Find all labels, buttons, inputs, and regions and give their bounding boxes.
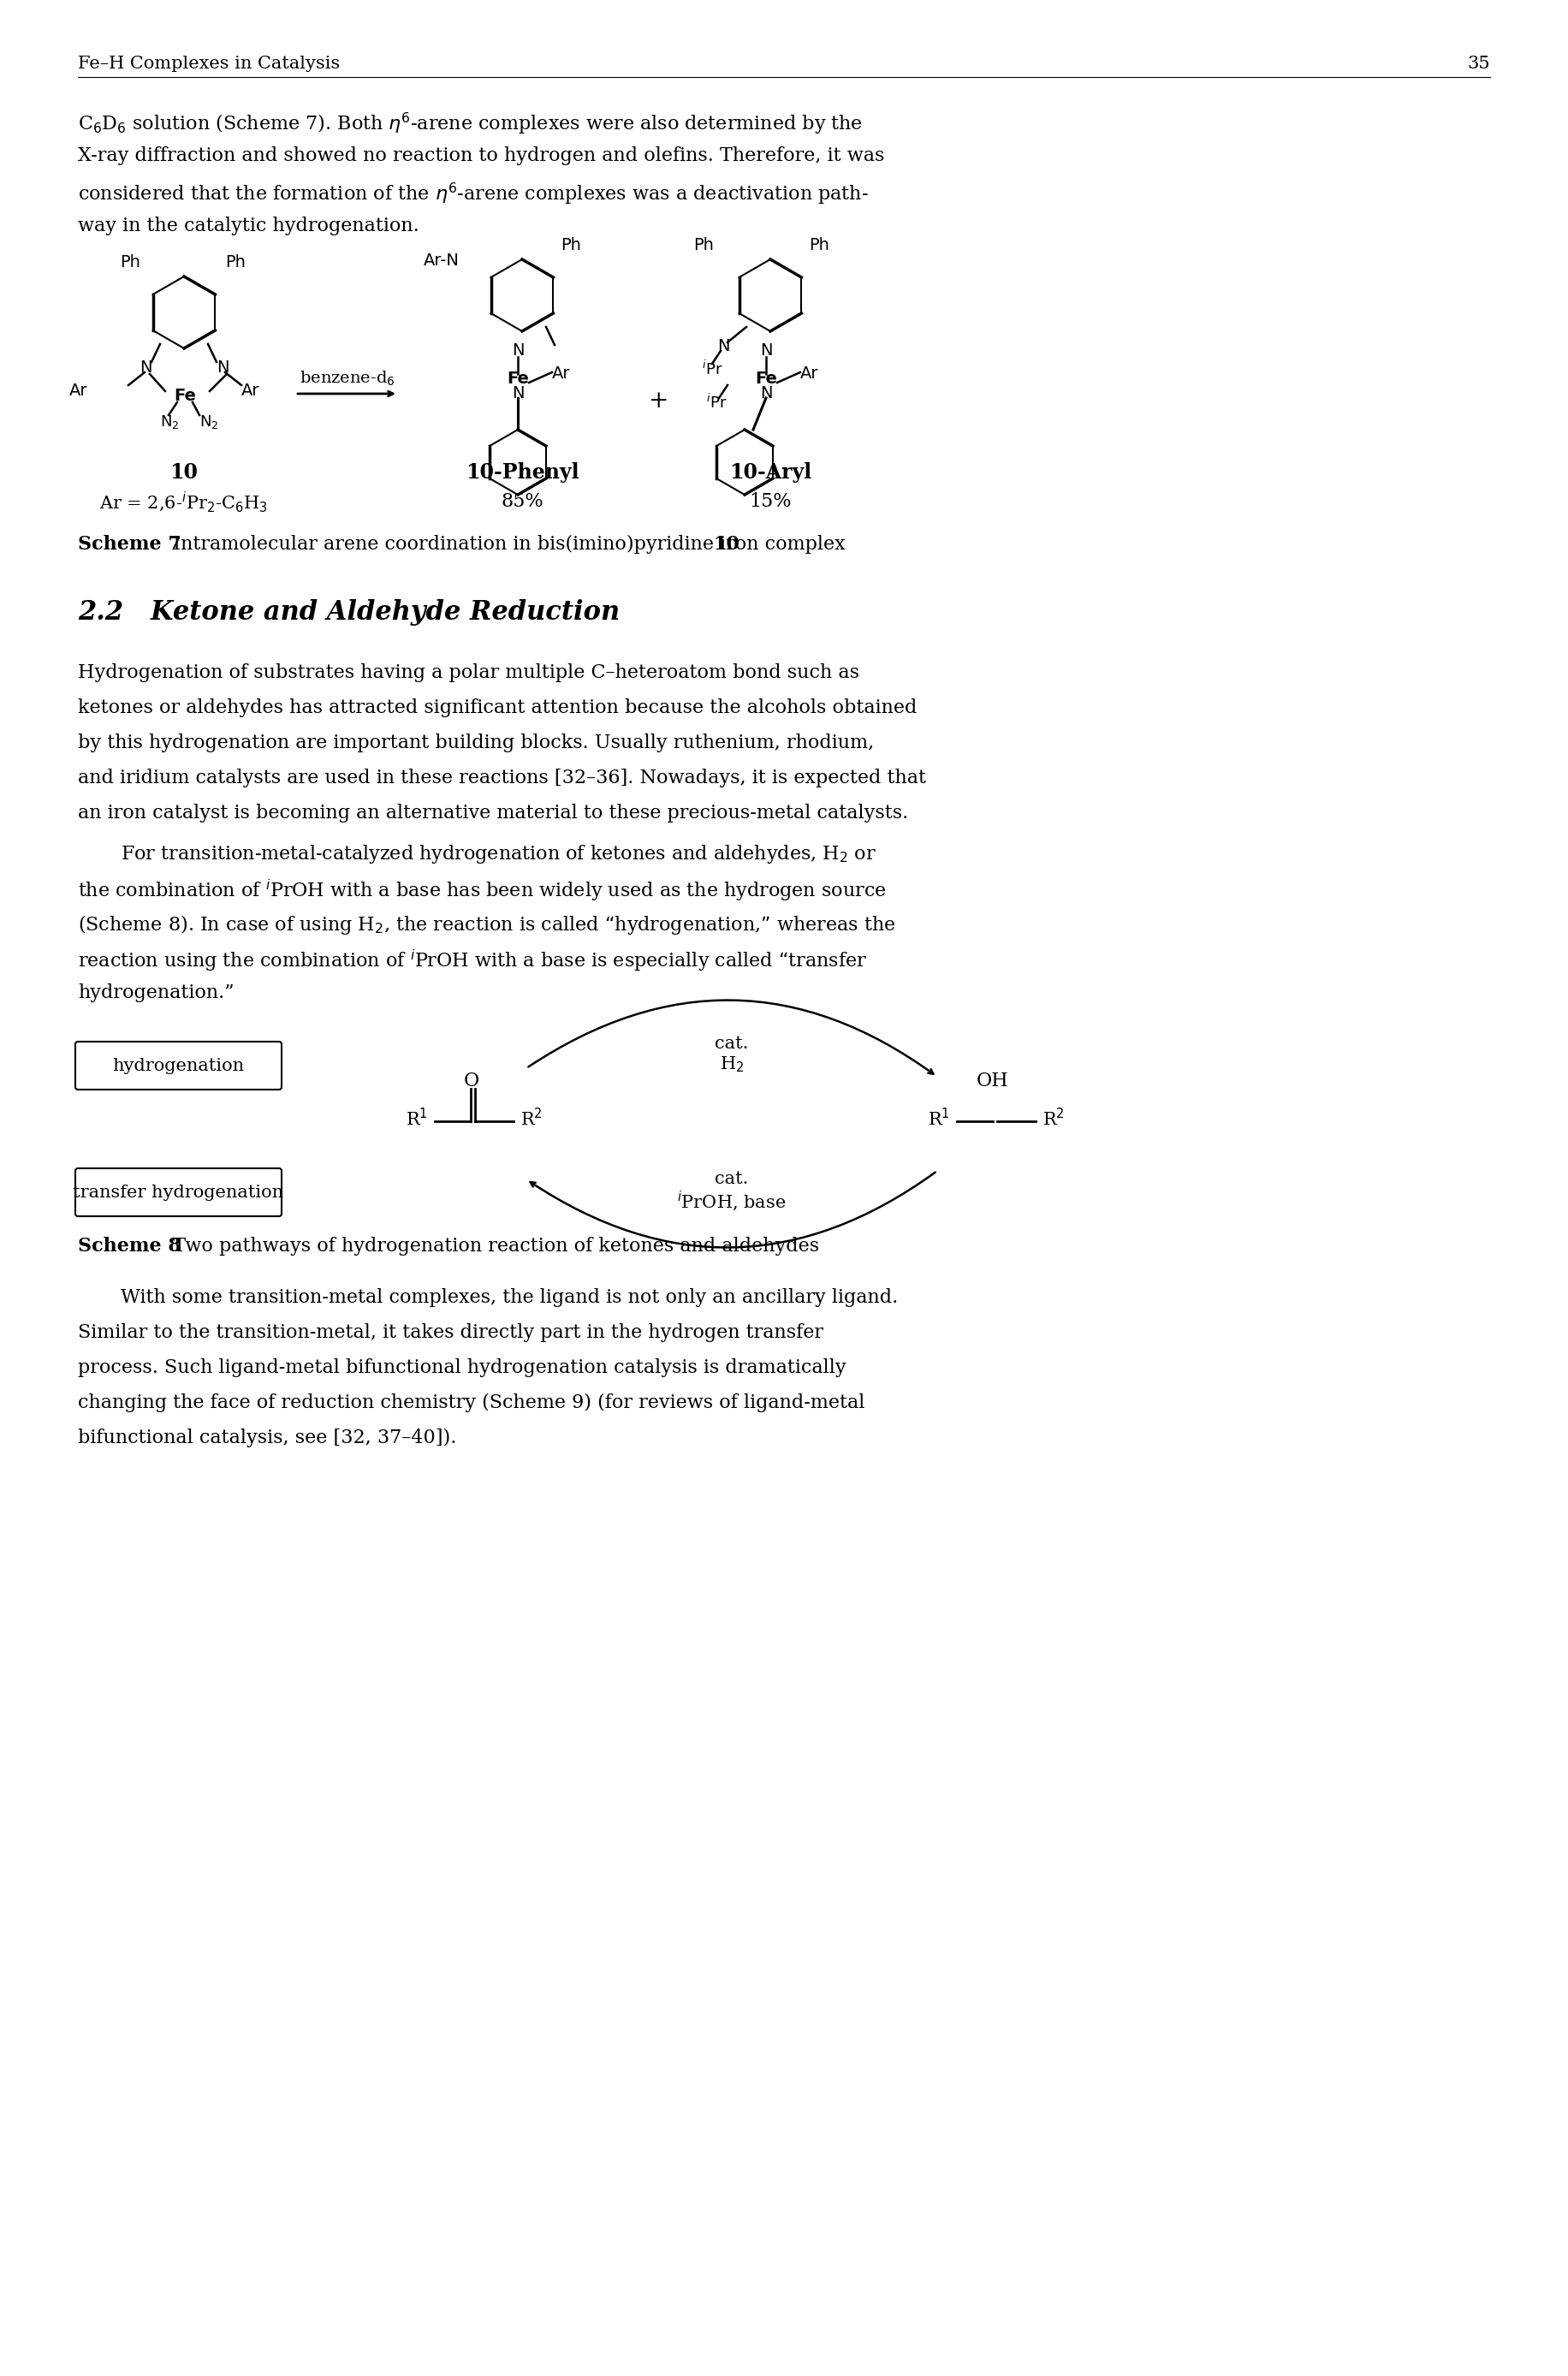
Text: R$^2$: R$^2$ bbox=[1043, 1107, 1065, 1129]
Text: Ar: Ar bbox=[552, 366, 571, 383]
Text: Two pathways of hydrogenation reaction of ketones and aldehydes: Two pathways of hydrogenation reaction o… bbox=[162, 1238, 818, 1255]
Text: considered that the formation of the $\eta^6$-arene complexes was a deactivation: considered that the formation of the $\e… bbox=[78, 181, 869, 207]
Text: 10: 10 bbox=[713, 535, 740, 554]
Text: Ar: Ar bbox=[69, 383, 88, 399]
Text: 10-Phenyl: 10-Phenyl bbox=[466, 463, 579, 482]
Text: $^i$PrOH, base: $^i$PrOH, base bbox=[677, 1190, 786, 1214]
Text: cat.: cat. bbox=[715, 1036, 748, 1053]
Text: For transition-metal-catalyzed hydrogenation of ketones and aldehydes, H$_2$ or: For transition-metal-catalyzed hydrogena… bbox=[121, 843, 877, 865]
Text: N: N bbox=[760, 385, 773, 402]
Text: N$_2$: N$_2$ bbox=[199, 413, 218, 430]
Text: changing the face of reduction chemistry (Scheme 9) (for reviews of ligand-metal: changing the face of reduction chemistry… bbox=[78, 1392, 866, 1411]
Text: R$^1$: R$^1$ bbox=[406, 1107, 428, 1129]
Text: ketones or aldehydes has attracted significant attention because the alcohols ob: ketones or aldehydes has attracted signi… bbox=[78, 699, 917, 718]
Text: by this hydrogenation are important building blocks. Usually ruthenium, rhodium,: by this hydrogenation are important buil… bbox=[78, 734, 873, 753]
Text: R$^1$: R$^1$ bbox=[928, 1107, 950, 1129]
Text: Fe: Fe bbox=[174, 387, 196, 404]
Text: N: N bbox=[216, 359, 229, 375]
Text: Ph: Ph bbox=[561, 238, 582, 254]
Text: Ar-N: Ar-N bbox=[423, 252, 459, 268]
FancyBboxPatch shape bbox=[75, 1041, 282, 1091]
Text: benzene-d$_6$: benzene-d$_6$ bbox=[299, 371, 395, 387]
FancyBboxPatch shape bbox=[75, 1169, 282, 1217]
Text: OH: OH bbox=[977, 1072, 1008, 1091]
Text: Fe: Fe bbox=[506, 371, 528, 387]
Text: R$^2$: R$^2$ bbox=[521, 1107, 543, 1129]
Text: 10-Aryl: 10-Aryl bbox=[729, 463, 812, 482]
Text: C$_6$D$_6$ solution (Scheme 7). Both $\eta^6$-arene complexes were also determin: C$_6$D$_6$ solution (Scheme 7). Both $\e… bbox=[78, 112, 862, 138]
Text: hydrogenation: hydrogenation bbox=[113, 1057, 245, 1074]
Text: H$_2$: H$_2$ bbox=[720, 1055, 743, 1074]
Text: bifunctional catalysis, see [32, 37–40]).: bifunctional catalysis, see [32, 37–40])… bbox=[78, 1428, 456, 1447]
Text: Scheme 7: Scheme 7 bbox=[78, 535, 182, 554]
Text: Ar: Ar bbox=[800, 366, 818, 383]
Text: an iron catalyst is becoming an alternative material to these precious-metal cat: an iron catalyst is becoming an alternat… bbox=[78, 803, 908, 822]
Text: and iridium catalysts are used in these reactions [32–36]. Nowadays, it is expec: and iridium catalysts are used in these … bbox=[78, 767, 927, 786]
Text: Fe: Fe bbox=[754, 371, 778, 387]
Text: +: + bbox=[649, 390, 670, 413]
Text: Hydrogenation of substrates having a polar multiple C–heteroatom bond such as: Hydrogenation of substrates having a pol… bbox=[78, 663, 859, 682]
Text: Ph: Ph bbox=[809, 238, 829, 254]
Text: X-ray diffraction and showed no reaction to hydrogen and olefins. Therefore, it : X-ray diffraction and showed no reaction… bbox=[78, 147, 884, 166]
Text: N: N bbox=[717, 337, 729, 354]
Text: the combination of $^i$PrOH with a base has been widely used as the hydrogen sou: the combination of $^i$PrOH with a base … bbox=[78, 879, 886, 903]
Text: N$_2$: N$_2$ bbox=[160, 413, 179, 430]
Text: 15%: 15% bbox=[750, 492, 792, 511]
Text: way in the catalytic hydrogenation.: way in the catalytic hydrogenation. bbox=[78, 216, 419, 235]
Text: process. Such ligand-metal bifunctional hydrogenation catalysis is dramatically: process. Such ligand-metal bifunctional … bbox=[78, 1359, 847, 1378]
Text: O: O bbox=[464, 1072, 480, 1091]
Text: With some transition-metal complexes, the ligand is not only an ancillary ligand: With some transition-metal complexes, th… bbox=[121, 1288, 898, 1307]
Text: $^i$Pr: $^i$Pr bbox=[706, 394, 728, 411]
Text: Ph: Ph bbox=[119, 254, 140, 271]
Text: Ar: Ar bbox=[241, 383, 260, 399]
Text: N: N bbox=[511, 342, 524, 359]
Text: Ph: Ph bbox=[226, 254, 246, 271]
Text: Intramolecular arene coordination in bis(imino)pyridine iron complex: Intramolecular arene coordination in bis… bbox=[162, 535, 851, 554]
Text: N: N bbox=[511, 385, 524, 402]
Text: N: N bbox=[760, 342, 773, 359]
Text: Ph: Ph bbox=[693, 238, 713, 254]
Text: Ar = 2,6-$^i$Pr$_2$-C$_6$H$_3$: Ar = 2,6-$^i$Pr$_2$-C$_6$H$_3$ bbox=[99, 489, 268, 516]
Text: cat.: cat. bbox=[715, 1171, 748, 1188]
Text: N: N bbox=[140, 359, 152, 375]
Text: $^i$Pr: $^i$Pr bbox=[702, 361, 723, 378]
Text: Similar to the transition-metal, it takes directly part in the hydrogen transfer: Similar to the transition-metal, it take… bbox=[78, 1323, 823, 1342]
Text: Fe–H Complexes in Catalysis: Fe–H Complexes in Catalysis bbox=[78, 55, 340, 71]
Text: reaction using the combination of $^i$PrOH with a base is especially called “tra: reaction using the combination of $^i$Pr… bbox=[78, 948, 867, 974]
Text: 2.2   Ketone and Aldehyde Reduction: 2.2 Ketone and Aldehyde Reduction bbox=[78, 599, 619, 625]
Text: 85%: 85% bbox=[500, 492, 544, 511]
Text: 10: 10 bbox=[169, 463, 198, 482]
Text: transfer hydrogenation: transfer hydrogenation bbox=[74, 1183, 284, 1200]
Text: hydrogenation.”: hydrogenation.” bbox=[78, 984, 234, 1003]
Text: Scheme 8: Scheme 8 bbox=[78, 1238, 182, 1255]
Text: (Scheme 8). In case of using H$_2$, the reaction is called “hydrogenation,” wher: (Scheme 8). In case of using H$_2$, the … bbox=[78, 912, 895, 936]
Text: 35: 35 bbox=[1468, 55, 1490, 71]
